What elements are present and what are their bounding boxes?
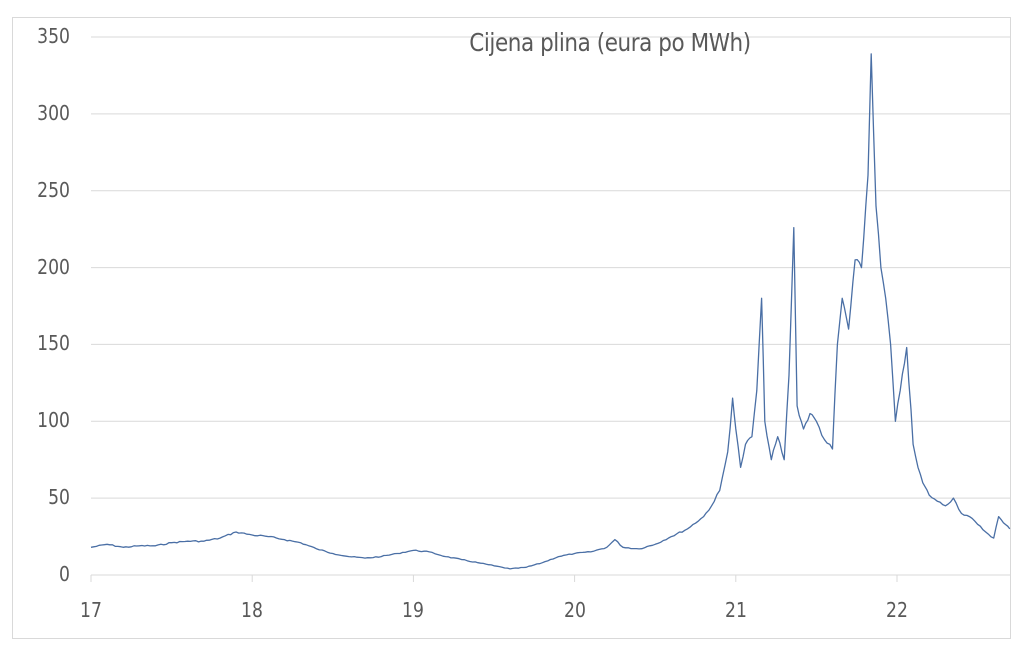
- chart-title: Cijena plina (eura po MWh): [469, 28, 751, 57]
- x-axis-ticks: [90, 575, 898, 582]
- y-tick-label: 300: [37, 100, 70, 125]
- x-tick-label: 17: [80, 598, 102, 622]
- x-tick-label: 20: [563, 598, 586, 622]
- y-tick-label: 50: [48, 485, 70, 510]
- y-tick-label: 150: [37, 331, 70, 356]
- x-tick-label: 18: [241, 598, 264, 622]
- y-tick-label: 200: [37, 254, 70, 279]
- price-line: [90, 53, 1011, 570]
- x-tick-label: 22: [886, 598, 908, 622]
- x-tick-label: 21: [724, 598, 747, 622]
- y-tick-label: 0: [59, 562, 70, 586]
- y-tick-label: 350: [37, 24, 70, 48]
- chart-frame: [12, 17, 1011, 639]
- gridlines: [91, 36, 1010, 576]
- y-tick-label: 250: [37, 177, 70, 202]
- y-tick-label: 100: [37, 408, 70, 433]
- x-tick-label: 19: [402, 598, 425, 622]
